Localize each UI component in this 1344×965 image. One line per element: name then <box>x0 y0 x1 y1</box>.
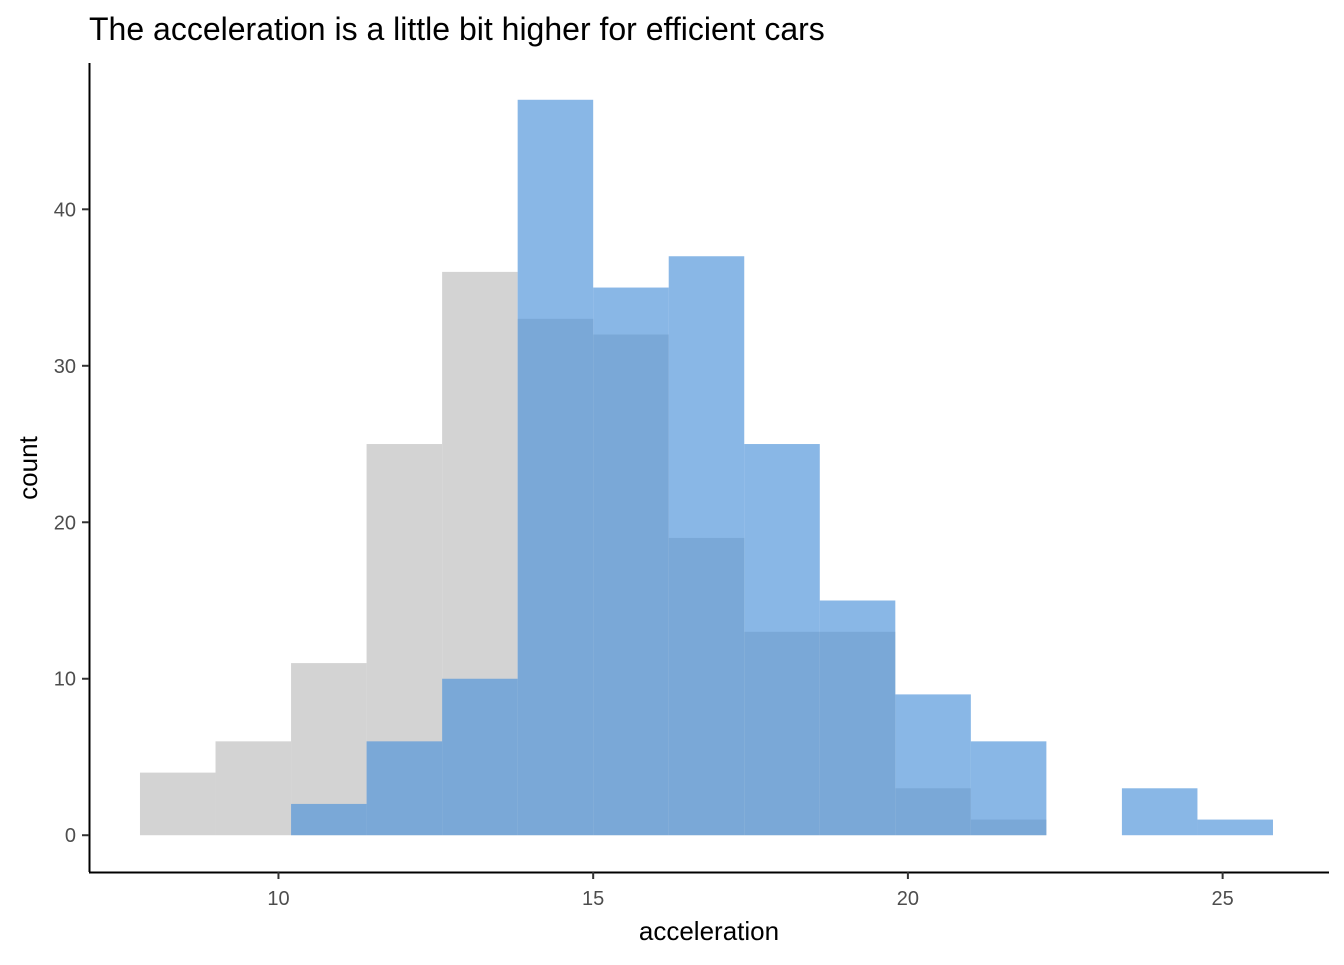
histogram-bar <box>517 99 594 836</box>
x-tick-label: 10 <box>267 888 289 910</box>
histogram-bar <box>895 694 971 836</box>
y-tick-label: 20 <box>54 512 76 534</box>
histogram-bar <box>442 678 518 836</box>
series-2-bars <box>291 99 1273 836</box>
histogram-bar <box>1121 788 1198 836</box>
y-axis-label: count <box>13 435 43 499</box>
y-tick-label: 30 <box>54 356 76 378</box>
x-axis-label: acceleration <box>639 916 779 946</box>
ticks-layer: 0 10 20 30 40 10 15 20 25 <box>54 199 1234 910</box>
histogram-bar <box>668 256 745 836</box>
histogram-bar <box>215 741 292 836</box>
histogram-bar <box>970 741 1047 836</box>
y-tick-label: 10 <box>54 669 76 691</box>
y-tick-label: 40 <box>54 199 76 221</box>
histogram-bar <box>366 741 443 836</box>
histogram-bar <box>744 444 820 836</box>
histogram-bar <box>1197 819 1273 836</box>
histogram-bar <box>593 287 669 836</box>
x-tick-label: 25 <box>1211 888 1233 910</box>
y-tick-label: 0 <box>65 825 76 847</box>
bars-layer <box>139 99 1273 836</box>
chart-title: The acceleration is a little bit higher … <box>89 11 825 47</box>
histogram-bar <box>819 600 896 836</box>
x-tick-label: 15 <box>582 888 604 910</box>
histogram-bar <box>139 772 216 836</box>
x-tick-label: 20 <box>897 888 919 910</box>
histogram-bar <box>291 803 367 836</box>
